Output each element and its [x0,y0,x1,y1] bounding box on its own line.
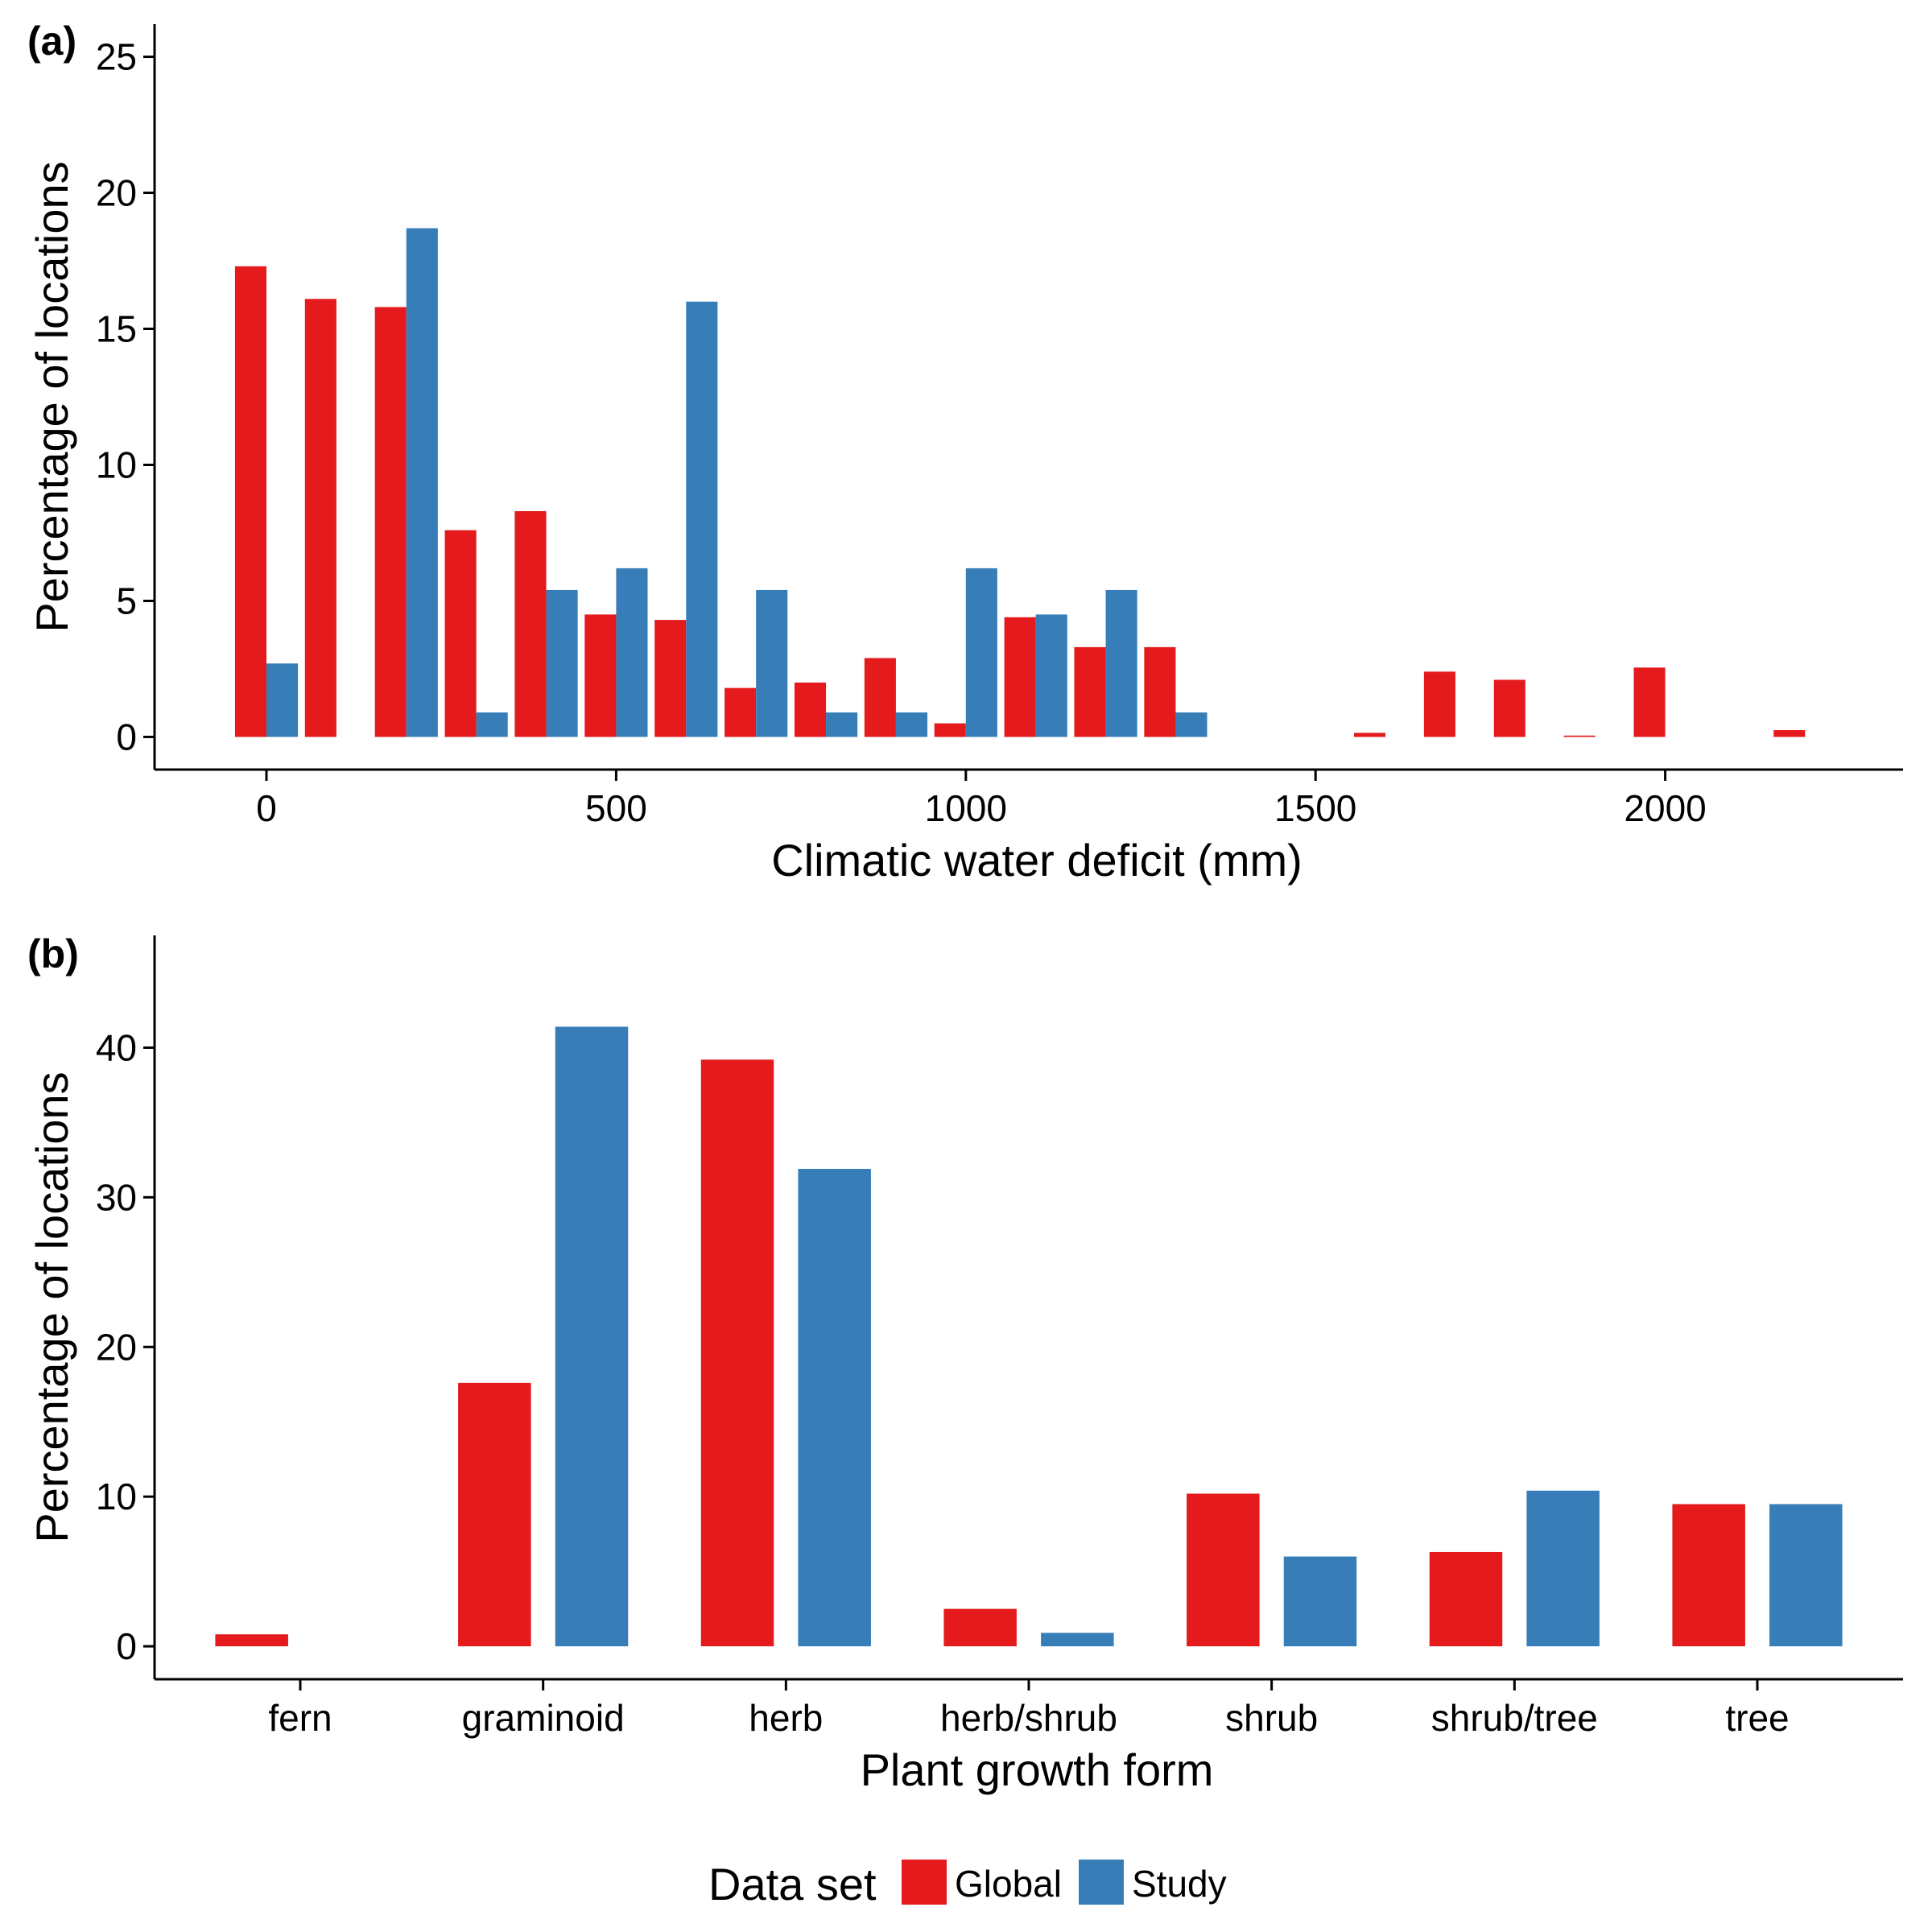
bar-global [1423,671,1455,737]
bar-study [798,1169,871,1647]
bar-global [864,658,896,737]
bar-study [756,589,788,737]
bar-global [1493,679,1525,737]
legend-title: Data set [708,1859,877,1909]
x-tick-label: herb/shrub [940,1697,1117,1739]
x-tick-label: herb [749,1697,823,1739]
x-tick-label: tree [1725,1697,1789,1739]
y-tick-label: 10 [96,444,137,485]
y-tick-label: 15 [96,308,137,350]
legend-swatch-study [1079,1860,1124,1905]
bar-global [1074,646,1106,737]
bar-study [895,712,928,737]
panel-b-y-title: Percentage of locations [27,1071,77,1542]
y-tick-label: 40 [96,1026,137,1068]
x-tick-label: shrub [1225,1697,1318,1739]
x-tick-label: 2000 [1624,787,1706,829]
bar-global [934,723,966,737]
bar-global [1353,733,1386,737]
y-tick-label: 10 [96,1476,137,1517]
bar-study [555,1026,629,1647]
bar-study [476,712,508,737]
bar-study [1175,712,1208,737]
bar-study [1041,1633,1114,1647]
bar-study [1526,1490,1600,1647]
bar-study [965,568,997,737]
bar-global [700,1059,774,1647]
bar-study [616,568,648,737]
panel-b-study-bars [555,1026,1843,1647]
panel-a-y-title: Percentage of locations [27,161,77,632]
bar-global [514,510,547,737]
panel-a: (a) 0 5 10 15 20 25 0 500 1000 1500 2000 Climatic… [27,19,1903,886]
bar-global [1004,617,1036,737]
bar-global [584,614,617,737]
x-tick-label: graminoid [462,1697,625,1739]
panel-a-label: (a) [27,19,76,64]
y-tick-label: 0 [116,1625,137,1667]
panel-b-y-ticks: 0 10 20 30 40 [96,1026,155,1667]
legend-swatch-global [902,1860,947,1905]
bar-global [1563,735,1596,737]
y-tick-label: 0 [116,716,137,758]
panel-a-y-ticks: 0 5 10 15 20 25 [96,36,155,758]
bar-global [458,1382,531,1647]
bar-global [444,530,477,737]
y-tick-label: 30 [96,1176,137,1218]
bar-global [943,1608,1017,1647]
x-tick-label: 1500 [1274,787,1356,829]
x-tick-label: shrub/tree [1431,1697,1598,1739]
y-tick-label: 20 [96,172,137,214]
bar-study [686,301,718,737]
bar-study [546,589,578,737]
panel-a-global-bars [234,266,1806,737]
bar-global [1429,1551,1503,1647]
y-tick-label: 5 [116,580,137,621]
bar-global [304,299,336,737]
bar-study [266,663,299,737]
x-tick-label: 0 [256,787,277,829]
panel-b-x-title: Plant growth form [861,1744,1214,1795]
y-tick-label: 20 [96,1326,137,1368]
bar-study [1105,589,1137,737]
bar-global [215,1634,288,1647]
x-tick-label: fern [268,1697,332,1739]
bar-global [234,266,267,737]
panel-a-x-ticks: 0 500 1000 1500 2000 [256,770,1707,829]
x-tick-label: 500 [585,787,647,829]
bar-global [1773,729,1806,737]
legend-label-global: Global [955,1863,1062,1905]
bar-global [1633,667,1666,737]
bar-study [406,228,438,737]
bar-global [1672,1504,1745,1647]
bar-global [1187,1493,1260,1647]
bar-global [654,620,687,737]
panel-b-global-bars [215,1059,1745,1647]
panel-b-x-ticks: fern graminoid herb herb/shrub shrub shrub/tr… [268,1679,1790,1739]
legend-label-study: Study [1132,1863,1227,1905]
panel-a-x-title: Climatic water deficit (mm) [771,835,1302,886]
bar-global [1144,646,1176,737]
y-tick-label: 25 [96,36,137,78]
bar-global [794,682,827,737]
legend: Data set Global Study [708,1859,1227,1909]
bar-global [724,687,757,737]
panel-b-label: (b) [27,931,79,976]
panel-a-study-bars [266,228,1208,737]
bar-study [1283,1556,1357,1647]
x-tick-label: 1000 [925,787,1007,829]
bar-study [1769,1504,1843,1647]
bar-global [374,307,407,737]
panel-b: (b) 0 10 20 30 40 fern graminoid herb herb/shru… [27,931,1903,1795]
bar-study [826,712,858,737]
bar-study [1035,614,1067,737]
